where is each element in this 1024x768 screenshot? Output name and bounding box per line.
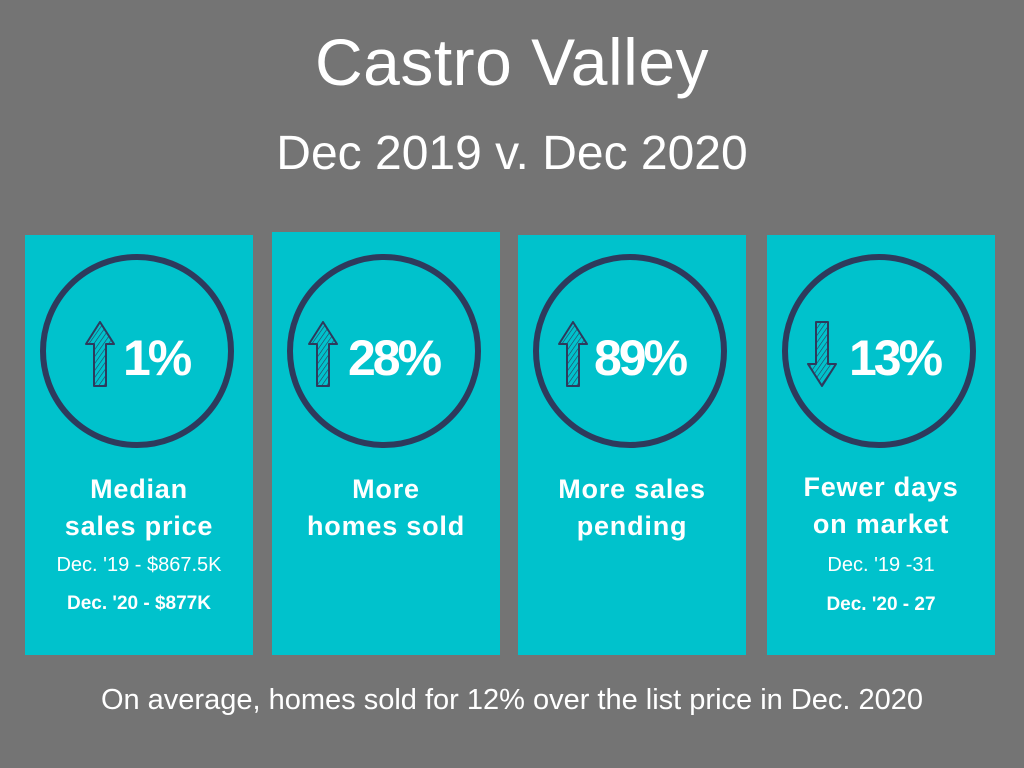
stat-percent: 28% (348, 330, 442, 386)
stat-detail-current: Dec. '20 - $877K (67, 593, 211, 614)
stat-percent: 1% (123, 330, 192, 386)
stat-detail-prior: Dec. '19 -31 (827, 554, 935, 576)
stat-label-line1: Median (90, 474, 188, 504)
page-title: Castro Valley (314, 25, 710, 99)
stat-percent: 89% (594, 330, 688, 386)
stat-label-line2: sales price (64, 511, 214, 541)
stat-label-line2: homes sold (306, 511, 466, 541)
footer-note: On average, homes sold for 12% over the … (100, 684, 924, 716)
page-subtitle: Dec 2019 v. Dec 2020 (276, 127, 748, 180)
stat-ring (40, 254, 234, 448)
arrow-up-icon (85, 321, 115, 387)
stat-card-homes-sold: 28% More homes sold (272, 232, 500, 655)
stat-card-median-price: 1% Median sales price Dec. '19 - $867.5K… (25, 235, 253, 655)
stat-label-line1: More (352, 474, 420, 504)
stat-ring (287, 254, 481, 448)
arrow-up-icon (558, 321, 588, 387)
stat-label-line1: Fewer days (803, 472, 959, 502)
stat-ring (533, 254, 727, 448)
stat-card-days-on-market: 13% Fewer days on market Dec. '19 -31 De… (767, 235, 995, 655)
stat-label-line2: pending (576, 511, 688, 541)
arrow-down-icon (807, 321, 837, 387)
stat-ring (782, 254, 976, 448)
stat-card-sales-pending: 89% More sales pending (518, 235, 746, 655)
stat-label-line2: on market (812, 509, 950, 539)
arrow-up-icon (308, 321, 338, 387)
stat-detail-prior: Dec. '19 - $867.5K (56, 554, 222, 576)
stat-label-line1: More sales (558, 474, 706, 504)
stat-percent: 13% (849, 330, 943, 386)
stat-detail-current: Dec. '20 - 27 (826, 594, 936, 615)
